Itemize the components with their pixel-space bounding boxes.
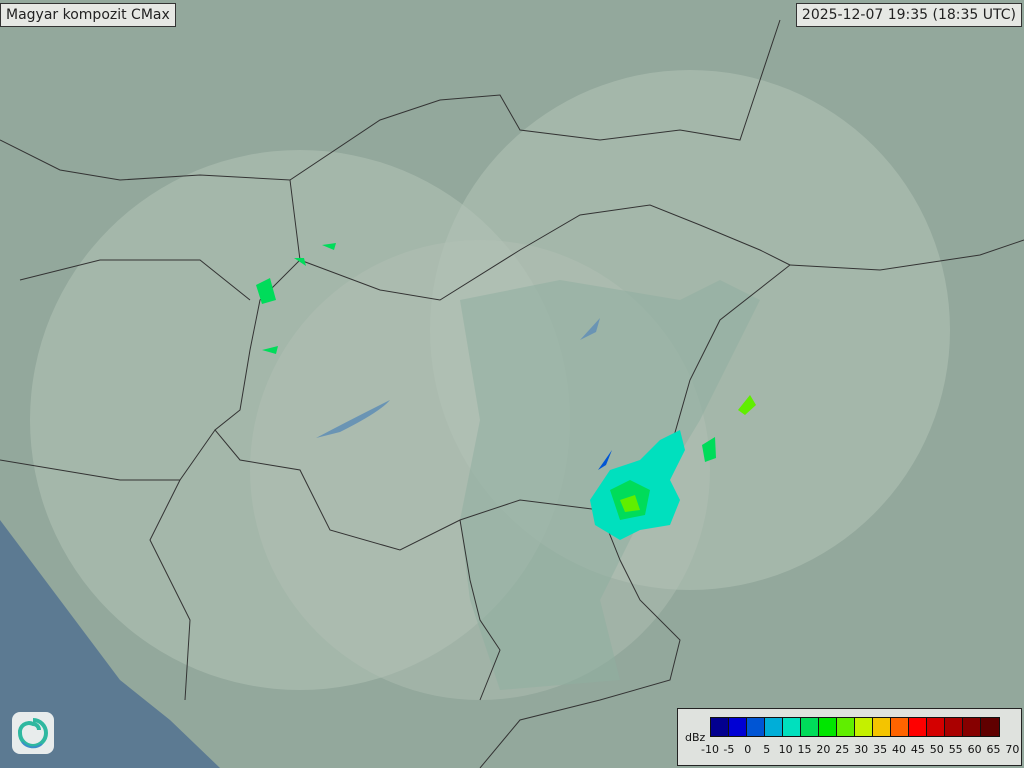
legend-tick-label: 35: [873, 743, 888, 756]
radar-echoes: [256, 243, 756, 540]
legend-tick-label: 5: [763, 743, 771, 756]
legend-swatch: [801, 718, 819, 736]
legend-tick-label: -5: [723, 743, 735, 756]
echo-east: [738, 395, 756, 415]
legend-tick-label: 50: [929, 743, 944, 756]
legend-swatch: [981, 718, 999, 736]
lake-tisza: [580, 318, 600, 340]
adriatic-sea: [0, 520, 220, 768]
lake-balaton: [316, 400, 390, 438]
legend-tick-label: 40: [892, 743, 906, 756]
legend-tick-label: 70: [1005, 743, 1020, 756]
echo-west: [256, 278, 276, 304]
echo-nw-2: [294, 258, 306, 266]
legend-tick-label: 25: [835, 743, 850, 756]
legend-tick-label: 65: [986, 743, 1001, 756]
echo-east-2: [702, 437, 716, 462]
legend-swatch: [729, 718, 747, 736]
legend-ticks: -10 -5 0 5 10 15 20 25 30 35 40 45 50 55 60 65 70: [701, 743, 1020, 757]
legend-tick-label: 0: [744, 743, 752, 756]
legend-tick-label: -10: [701, 743, 719, 756]
legend-tick-label: 45: [910, 743, 925, 756]
legend-swatch: [927, 718, 945, 736]
echo-west-2: [262, 346, 278, 354]
legend-tick-label: 60: [967, 743, 982, 756]
legend-swatch: [855, 718, 873, 736]
product-title: Magyar kompozit CMax: [0, 3, 176, 27]
legend-swatch: [819, 718, 837, 736]
legend-tick-label: 10: [778, 743, 793, 756]
echo-band-blue: [598, 450, 612, 470]
legend-swatch: [909, 718, 927, 736]
legend-tick-label: 55: [948, 743, 963, 756]
country-borders: [0, 19, 1024, 768]
swirl-logo-icon: [12, 712, 54, 754]
legend-swatch: [747, 718, 765, 736]
legend-swatch: [873, 718, 891, 736]
legend-swatch: [945, 718, 963, 736]
legend-swatch: [711, 718, 729, 736]
echo-nw: [322, 243, 336, 250]
legend-unit: dBz: [685, 731, 706, 744]
legend-swatch: [765, 718, 783, 736]
timestamp: 2025-12-07 19:35 (18:35 UTC): [795, 3, 1022, 27]
legend-swatch: [891, 718, 909, 736]
dbz-legend: dBz -10 -5 0 5 10 15 20 25 30 35 40 45 50 55 60 65 70: [677, 708, 1022, 766]
legend-swatch: [963, 718, 981, 736]
legend-tick-label: 20: [816, 743, 831, 756]
legend-swatch: [783, 718, 801, 736]
legend-tick-label: 15: [797, 743, 812, 756]
legend-swatch: [837, 718, 855, 736]
legend-tick-label: 30: [854, 743, 869, 756]
legend-color-bar: [710, 717, 1000, 737]
echo-core-2: [620, 495, 640, 512]
